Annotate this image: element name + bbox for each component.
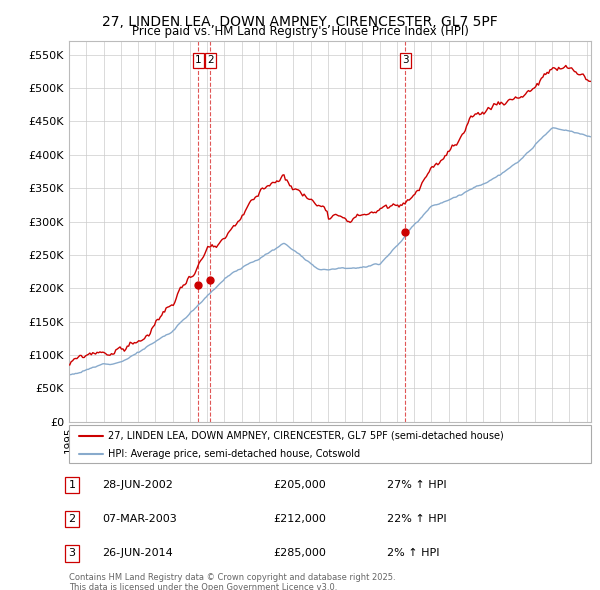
Text: 27, LINDEN LEA, DOWN AMPNEY, CIRENCESTER, GL7 5PF (semi-detached house): 27, LINDEN LEA, DOWN AMPNEY, CIRENCESTER… [108, 431, 504, 441]
Text: 27% ↑ HPI: 27% ↑ HPI [387, 480, 446, 490]
Text: 27, LINDEN LEA, DOWN AMPNEY, CIRENCESTER, GL7 5PF: 27, LINDEN LEA, DOWN AMPNEY, CIRENCESTER… [102, 15, 498, 29]
Text: 2: 2 [68, 514, 76, 524]
Text: £285,000: £285,000 [273, 549, 326, 558]
Text: £212,000: £212,000 [273, 514, 326, 524]
Text: 28-JUN-2002: 28-JUN-2002 [102, 480, 173, 490]
Text: Price paid vs. HM Land Registry's House Price Index (HPI): Price paid vs. HM Land Registry's House … [131, 25, 469, 38]
Text: 2: 2 [207, 55, 214, 65]
Text: 26-JUN-2014: 26-JUN-2014 [102, 549, 173, 558]
Text: £205,000: £205,000 [273, 480, 326, 490]
Text: Contains HM Land Registry data © Crown copyright and database right 2025.
This d: Contains HM Land Registry data © Crown c… [69, 573, 395, 590]
Text: 1: 1 [195, 55, 202, 65]
FancyBboxPatch shape [69, 425, 591, 463]
Text: 07-MAR-2003: 07-MAR-2003 [102, 514, 177, 524]
Text: 3: 3 [68, 549, 76, 558]
Text: 2% ↑ HPI: 2% ↑ HPI [387, 549, 439, 558]
Text: HPI: Average price, semi-detached house, Cotswold: HPI: Average price, semi-detached house,… [108, 448, 360, 458]
Text: 1: 1 [68, 480, 76, 490]
Text: 22% ↑ HPI: 22% ↑ HPI [387, 514, 446, 524]
Text: 3: 3 [402, 55, 409, 65]
